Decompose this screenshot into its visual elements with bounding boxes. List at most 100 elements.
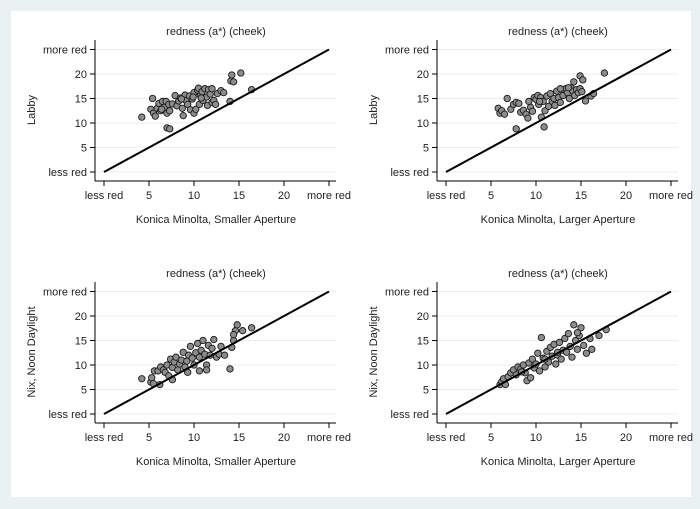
data-point <box>573 345 582 353</box>
data-point <box>220 88 228 97</box>
data-point <box>540 123 548 131</box>
data-point <box>552 360 560 368</box>
data-point <box>138 113 146 121</box>
x-tick-label: 15 <box>233 432 245 444</box>
data-point <box>193 339 202 348</box>
data-point <box>195 367 204 375</box>
data-point <box>556 85 564 93</box>
y-tick-label: less red <box>48 409 87 421</box>
data-point <box>148 374 156 382</box>
data-point <box>197 94 205 102</box>
data-point <box>238 327 247 335</box>
y-tick-label: 10 <box>75 118 87 130</box>
identity-line <box>103 290 330 415</box>
y-axis-label: Labby <box>368 95 380 125</box>
data-point <box>199 336 207 345</box>
data-point <box>179 348 187 356</box>
y-tick-label: more red <box>43 287 87 299</box>
data-point <box>570 78 578 86</box>
x-tick-label: more red <box>307 190 351 202</box>
data-point <box>220 351 229 359</box>
identity-line <box>445 48 672 173</box>
x-axis-label: Konica Minolta, Larger Aperture <box>481 456 636 468</box>
data-point <box>577 324 585 332</box>
data-point <box>229 78 238 86</box>
x-tick-label: 10 <box>530 432 542 444</box>
data-point <box>541 363 549 371</box>
data-point <box>515 99 523 108</box>
y-tick-label: less red <box>390 167 429 179</box>
y-tick-label: less red <box>48 167 87 179</box>
data-point <box>528 107 537 115</box>
data-point <box>600 69 609 77</box>
x-tick-label: 15 <box>575 432 587 444</box>
data-point <box>202 366 211 374</box>
x-tick-label: 15 <box>233 190 245 202</box>
scatter-panel-3: less red 5 10 15 20 more red less red 5 10 15 20 mo… <box>26 268 351 468</box>
data-point <box>582 349 591 357</box>
x-tick-label: more red <box>649 190 693 202</box>
data-point <box>524 114 532 122</box>
identity-line <box>103 48 330 173</box>
chart-title: redness (a*) (cheek) <box>508 268 608 280</box>
y-tick-label: 10 <box>417 118 429 130</box>
x-tick-label: 10 <box>188 190 200 202</box>
x-tick-label: 15 <box>575 190 587 202</box>
data-point <box>579 76 587 84</box>
data-point <box>535 367 544 375</box>
x-tick-label: 10 <box>188 432 200 444</box>
x-tick-label: 10 <box>530 190 542 202</box>
data-point <box>551 101 559 110</box>
data-point <box>188 354 196 362</box>
chart-title: redness (a*) (cheek) <box>166 268 266 280</box>
data-point <box>500 110 509 118</box>
data-point <box>148 94 157 103</box>
data-point <box>233 321 241 329</box>
data-point <box>512 125 520 133</box>
data-point <box>208 85 216 93</box>
y-tick-label: 15 <box>75 94 87 106</box>
x-tick-label: less red <box>85 190 124 202</box>
data-point <box>166 107 174 115</box>
y-tick-label: 20 <box>417 69 429 81</box>
y-tick-label: 5 <box>81 143 87 155</box>
data-point <box>179 112 187 120</box>
data-point <box>578 87 586 96</box>
x-tick-label: 20 <box>620 190 632 202</box>
data-point <box>564 84 573 92</box>
x-axis-label: Konica Minolta, Smaller Aperture <box>136 214 296 226</box>
data-point <box>580 341 588 350</box>
scatter-panel-2: less red 5 10 15 20 more red less red 5 10 15 20 mo… <box>368 26 693 226</box>
data-point <box>537 333 546 342</box>
data-point <box>588 345 596 353</box>
data-point <box>581 97 590 105</box>
y-tick-label: more red <box>43 45 87 57</box>
data-point <box>564 329 573 338</box>
y-tick-label: 5 <box>423 385 429 397</box>
y-tick-label: 5 <box>423 143 429 155</box>
y-tick-label: 20 <box>417 311 429 323</box>
data-point <box>186 342 195 351</box>
data-point <box>573 329 582 337</box>
chart-title: redness (a*) (cheek) <box>508 26 608 38</box>
y-tick-label: 20 <box>75 69 87 81</box>
identity-line <box>445 290 672 415</box>
data-point <box>208 344 216 352</box>
scatter-panel-1: less red 5 10 15 20 more red less red 5 10 15 20 mo… <box>26 26 351 226</box>
data-point <box>535 97 544 106</box>
data-point <box>555 338 564 347</box>
x-tick-label: less red <box>427 190 466 202</box>
data-point <box>157 105 166 113</box>
x-tick-label: more red <box>307 432 351 444</box>
data-point <box>211 100 220 109</box>
y-tick-label: 5 <box>81 385 87 397</box>
data-point <box>534 349 542 357</box>
data-point <box>528 355 537 363</box>
data-point <box>503 94 511 103</box>
chart-title: redness (a*) (cheek) <box>166 26 266 38</box>
data-point <box>177 95 186 103</box>
data-point <box>178 104 186 112</box>
data-point <box>557 355 565 363</box>
data-point <box>237 69 245 77</box>
